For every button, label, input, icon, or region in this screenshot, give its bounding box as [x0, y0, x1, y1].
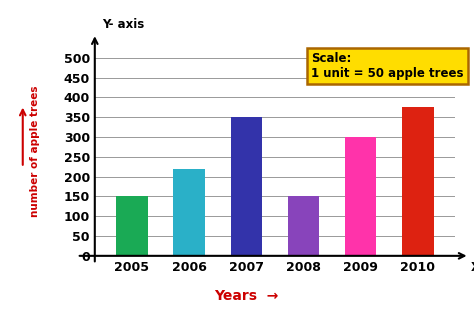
Bar: [173, 169, 205, 256]
Bar: [345, 137, 376, 256]
Text: Y- axis: Y- axis: [102, 18, 144, 31]
Bar: [116, 196, 148, 256]
Text: number of apple trees: number of apple trees: [30, 85, 40, 216]
Bar: [231, 117, 262, 256]
Bar: [288, 196, 319, 256]
Text: X- axis: X- axis: [471, 261, 474, 274]
Bar: [402, 107, 434, 256]
Text: Years  →: Years →: [214, 289, 278, 303]
Text: Scale:
1 unit = 50 apple trees: Scale: 1 unit = 50 apple trees: [311, 52, 464, 80]
